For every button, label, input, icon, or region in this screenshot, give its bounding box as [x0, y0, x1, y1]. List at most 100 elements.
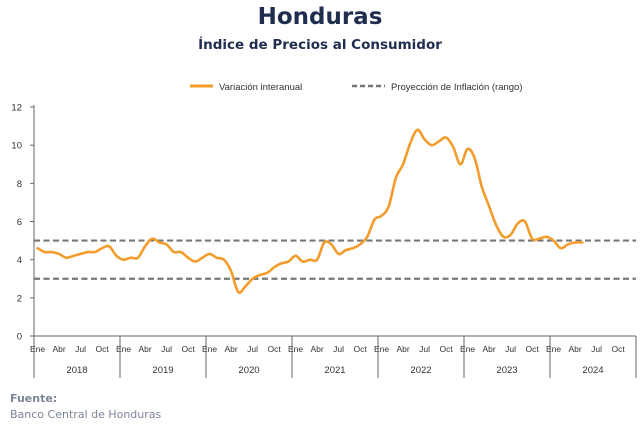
data-point	[574, 241, 576, 244]
data-point	[158, 241, 161, 244]
data-point	[359, 243, 361, 245]
data-point	[201, 257, 204, 259]
data-point	[337, 253, 340, 255]
data-point	[560, 247, 562, 249]
chart-subtitle: Índice de Precios al Consumidor	[198, 37, 442, 53]
data-point	[345, 249, 347, 251]
projection-range-lines	[34, 239, 636, 280]
y-tick-label: 8	[17, 179, 22, 190]
month-tick-label: Ene	[546, 344, 561, 354]
data-point	[173, 251, 175, 253]
source-label: Fuente:	[10, 392, 58, 405]
y-tick-label: 2	[17, 293, 22, 304]
month-tick-label: Jul	[247, 344, 258, 354]
month-tick-label: Oct	[353, 344, 367, 354]
source-value: Banco Central de Honduras	[10, 408, 162, 421]
legend: Variación interanual Proyección de Infla…	[190, 82, 523, 93]
data-point	[438, 140, 440, 142]
month-tick-label: Jul	[333, 344, 344, 354]
month-tick-label: Oct	[611, 344, 625, 354]
data-point	[524, 220, 526, 223]
data-point	[79, 253, 82, 255]
data-point	[180, 251, 182, 253]
data-point	[388, 205, 390, 207]
data-point	[122, 259, 125, 261]
month-tick-label: Ene	[374, 344, 389, 354]
data-point	[108, 245, 110, 247]
y-tick-label: 4	[17, 255, 22, 266]
data-point	[94, 251, 96, 253]
data-point	[352, 247, 354, 249]
month-tick-label: Abr	[568, 344, 581, 354]
year-label: 2021	[324, 365, 345, 376]
data-point	[287, 260, 290, 263]
month-tick-label: Jul	[505, 344, 516, 354]
data-point	[538, 238, 540, 240]
data-point	[259, 274, 261, 276]
data-point	[230, 270, 232, 272]
legend-label-series-1: Proyección de Inflación (rango)	[391, 82, 523, 93]
data-point	[251, 278, 254, 280]
data-point	[581, 241, 583, 244]
data-point	[395, 177, 397, 179]
year-label: 2023	[496, 365, 517, 376]
data-point	[459, 163, 462, 165]
month-tick-label: Ene	[288, 344, 303, 354]
month-tick-label: Jul	[161, 344, 172, 354]
month-tick-label: Jul	[75, 344, 86, 354]
data-point	[552, 239, 555, 242]
data-point	[58, 253, 60, 255]
month-tick-label: Oct	[181, 344, 195, 354]
data-point	[445, 136, 447, 139]
month-tick-label: Jul	[419, 344, 430, 354]
month-tick-label: Abr	[396, 344, 409, 354]
data-point	[244, 285, 247, 287]
year-label: 2019	[152, 365, 173, 376]
data-point	[373, 218, 376, 221]
data-point	[402, 163, 404, 165]
data-point	[567, 243, 569, 245]
data-point	[144, 245, 146, 247]
month-tick-label: Abr	[482, 344, 495, 354]
data-point	[165, 243, 168, 245]
axes: 0 2 4 6 8 10 12 Ene Abr Jul Oct 2018 Ene Abr Jul Oct 201…	[11, 103, 637, 378]
data-point	[44, 251, 46, 253]
data-point	[316, 259, 318, 261]
month-tick-label: Abr	[224, 344, 237, 354]
data-point	[409, 142, 411, 144]
data-point	[423, 138, 426, 141]
data-point	[137, 257, 139, 259]
data-point	[466, 148, 469, 150]
data-point	[416, 129, 419, 131]
month-tick-label: Oct	[267, 344, 281, 354]
data-point	[309, 259, 311, 261]
data-point	[380, 215, 383, 217]
data-point	[330, 243, 333, 245]
data-point	[517, 222, 519, 225]
data-point	[545, 236, 548, 238]
data-point	[495, 224, 497, 226]
data-point	[36, 247, 39, 249]
month-tick-label: Abr	[52, 344, 65, 354]
data-point	[216, 257, 218, 259]
y-tick-label: 10	[11, 141, 22, 152]
month-tick-label: Oct	[95, 344, 109, 354]
data-point	[237, 291, 239, 293]
data-point	[323, 241, 325, 244]
month-tick-label: Ene	[30, 344, 45, 354]
data-point	[65, 257, 67, 259]
data-point	[302, 260, 304, 263]
y-tick-label: 6	[17, 217, 22, 228]
data-point	[273, 266, 275, 268]
data-point	[115, 255, 118, 257]
data-point	[509, 234, 512, 236]
data-point	[151, 238, 153, 240]
month-tick-label: Ene	[202, 344, 217, 354]
data-point	[87, 251, 89, 253]
data-point	[431, 144, 433, 146]
month-tick-label: Oct	[439, 344, 453, 354]
data-point	[223, 259, 225, 261]
month-tick-label: Abr	[310, 344, 323, 354]
data-point	[481, 186, 483, 188]
